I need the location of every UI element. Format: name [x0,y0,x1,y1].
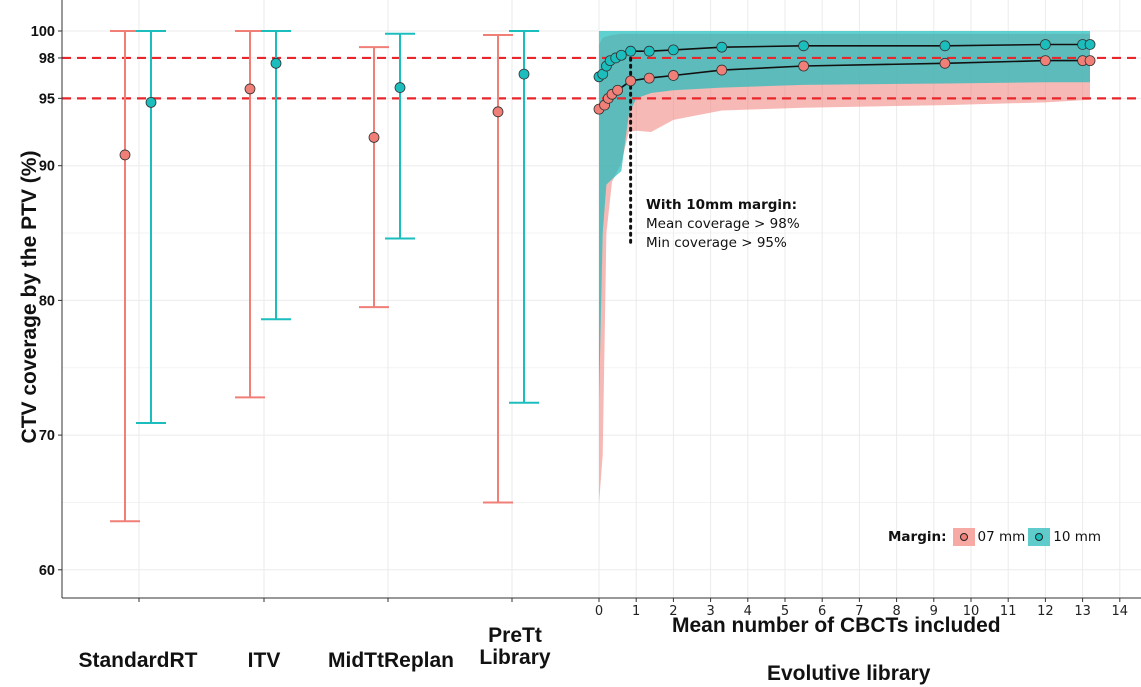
axes [61,0,1141,599]
point-07mm [625,75,637,87]
point-margin_10-mean [394,82,406,93]
x-tick-label: 11 [1000,604,1017,619]
x-tick-label: 1 [632,604,640,619]
legend-label-07mm: 07 mm [977,529,1026,545]
data-points [119,39,1096,161]
x-axis-title: Mean number of CBCTs included [672,614,1001,637]
point-07mm [1040,55,1051,67]
x-tick-label: 13 [1074,604,1091,619]
y-tick-label: 95 [39,91,55,107]
point-margin_10-mean [518,68,530,80]
x-tick-labels: 0 1 2 3 4 5 6 7 8 9 10 11 12 13 14 [138,598,1129,619]
x-tick-label: 14 [1112,604,1129,619]
point-10mm [615,49,627,61]
x-tick-label: 2 [669,604,677,619]
annotation-title: With 10mm margin: [646,197,798,213]
y-tick-label: 90 [39,159,55,175]
x-tick-label: 0 [595,604,603,619]
annotation-line-mean: Mean coverage > 98% [646,216,800,232]
point-07mm [612,84,623,96]
point-07mm [716,64,728,76]
category-label-midttreplan: MidTtReplan [328,649,454,672]
point-margin_07-mean [492,106,504,118]
x-tick-label: 4 [744,604,752,619]
x-tick-label: 12 [1037,604,1054,619]
x-tick-label: 3 [706,604,714,619]
y-tick-label: 60 [39,563,55,579]
x-tick-label: 6 [818,604,826,619]
legend: Margin: 07 mm 10 mm [888,528,1101,546]
annotation-text: With 10mm margin: Mean coverage > 98% Mi… [646,196,800,253]
x-tick-label: 8 [892,604,900,619]
category-label-standardrt: StandardRT [78,649,198,672]
category-label-itv: ITV [247,649,281,672]
point-margin_10-mean [270,57,282,69]
legend-title: Margin: [888,529,947,545]
point-margin_10-mean [145,96,157,108]
point-07mm [1084,55,1096,67]
y-tick-labels: 60 70 80 90 95 98 100 [31,24,62,579]
point-07mm [798,60,809,72]
point-margin_07-mean [368,132,380,143]
band-10mm [599,31,1090,403]
point-margin_07-mean [244,83,256,95]
legend-key-07mm [952,528,975,546]
y-tick-label: 98 [39,51,55,67]
x-tick-label: 10 [963,604,980,619]
point-10mm [716,41,728,53]
annotation-line-min: Min coverage > 95% [646,235,787,251]
point-10mm [643,45,655,57]
y-tick-label: 80 [39,293,55,309]
point-10mm [1084,39,1096,50]
category-label-prett-library: PreTt Library [479,624,551,669]
point-07mm [643,72,655,84]
legend-label-10mm: 10 mm [1053,529,1102,545]
point-07mm [939,57,951,69]
point-10mm [1040,39,1051,50]
point-10mm [625,45,637,57]
y-axis-title: CTV coverage by the PTV (%) [18,150,41,444]
point-10mm [668,44,679,56]
y-tick-label: 70 [39,428,55,444]
x-tick-label: 9 [930,604,938,619]
x-tick-label: 7 [855,604,863,619]
legend-key-10mm [1028,528,1051,546]
point-10mm [939,40,951,52]
point-margin_07-mean [119,149,131,161]
point-07mm [668,70,679,81]
y-tick-label: 100 [31,24,55,40]
group-label-evolutive-library: Evolutive library [767,662,931,685]
point-10mm [798,40,809,52]
x-tick-label: 5 [781,604,789,619]
